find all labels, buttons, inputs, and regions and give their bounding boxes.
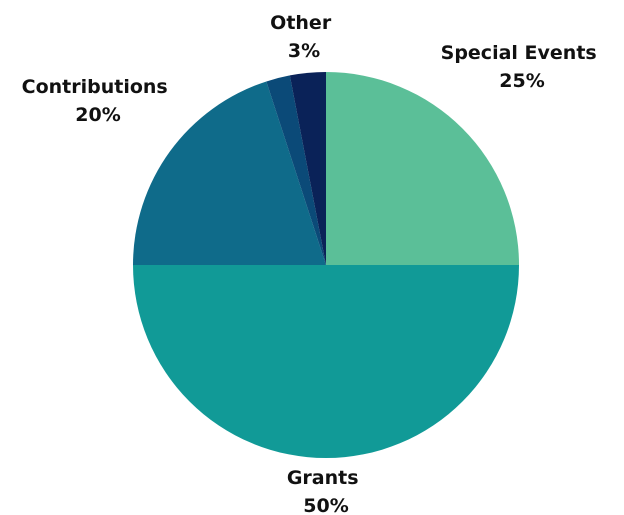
slice-unlabeled-3: [266, 75, 326, 265]
slice-contributions: [133, 81, 326, 265]
label-grants-value: 50%: [303, 495, 348, 515]
label-contributions: Contributions 20%: [22, 76, 175, 126]
label-special-events-value: 25%: [499, 70, 544, 92]
label-special-events-category: Special Events: [441, 42, 597, 64]
slice-special-events: [326, 72, 519, 265]
slice-grants: [133, 265, 519, 458]
label-grants: Grants 50%: [287, 467, 365, 515]
label-grants-category: Grants: [287, 467, 359, 489]
label-other-value: 3%: [288, 40, 320, 62]
label-other: Other 3%: [270, 12, 338, 62]
label-contributions-category: Contributions: [22, 76, 168, 98]
pie-slices: [133, 72, 519, 458]
label-contributions-value: 20%: [75, 104, 120, 126]
slice-other: [289, 72, 326, 265]
label-other-category: Other: [270, 12, 332, 34]
label-special-events: Special Events 25%: [441, 42, 604, 92]
